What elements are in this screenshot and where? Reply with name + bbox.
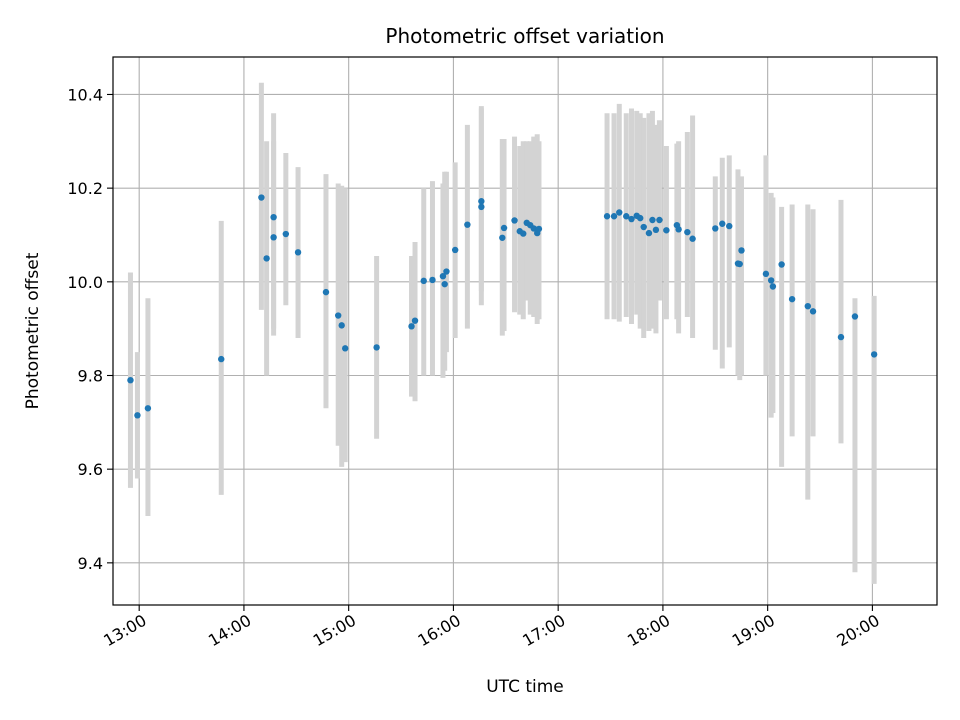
data-point [373,344,380,351]
data-point [870,351,878,358]
data-point [127,376,134,384]
data-point [675,226,682,233]
data-point [623,213,630,220]
data-point [499,234,506,241]
data-point [441,280,448,288]
data-point [478,198,485,205]
data-points [127,194,878,419]
data-point [649,216,656,224]
data-point [335,312,342,319]
data-point [640,223,647,231]
data-point [712,225,719,232]
data-point [736,260,743,268]
data-point [851,313,859,320]
data-point [443,268,450,275]
data-point [769,283,777,290]
y-tick-label: 9.4 [78,554,103,573]
data-point [603,213,611,220]
data-point [338,322,345,329]
data-point [535,225,543,233]
data-point [478,203,485,211]
data-point [270,213,277,221]
data-point [726,222,733,230]
data-point [500,224,508,232]
chart-title: Photometric offset variation [385,24,664,48]
data-point [738,247,745,254]
data-point [645,229,653,237]
data-point [804,302,812,310]
data-point [511,217,518,224]
data-point [520,230,527,237]
data-point [767,277,775,284]
data-point [408,323,415,330]
data-point [270,234,277,241]
data-point [411,317,419,324]
data-point [652,226,660,234]
grid-lines [113,57,937,605]
data-point [144,405,152,412]
data-point [341,345,349,352]
y-tick-label: 9.8 [78,366,103,385]
data-point [258,194,265,201]
data-point [778,261,785,268]
data-point [762,270,770,278]
y-axis-ticks: 9.4 9.6 9.8 10.0 10.2 10.4 [67,85,113,573]
data-point [656,216,663,224]
data-point [610,213,618,220]
data-point [616,209,623,216]
data-point [134,412,141,419]
x-axis-title: UTC time [486,677,564,697]
data-point [684,228,691,236]
data-point [719,220,726,227]
data-point [809,308,817,315]
data-point [628,215,635,223]
data-point [322,288,330,296]
data-point [689,235,696,242]
y-tick-label: 10.2 [67,179,103,198]
y-axis-title: Photometric offset [23,252,43,409]
data-point [788,295,796,303]
data-point [464,221,471,228]
y-tick-label: 10.0 [67,273,103,292]
data-point [837,333,845,341]
data-point [294,249,302,256]
data-point [282,230,290,238]
data-point [637,214,644,222]
data-point [218,355,225,363]
plot-frame [112,56,938,606]
data-point [663,227,670,234]
data-point [439,273,447,280]
data-point [451,246,459,254]
data-point [263,255,270,262]
y-tick-label: 9.6 [78,460,103,479]
data-point [420,277,427,285]
y-tick-label: 10.4 [67,85,103,104]
data-point [429,276,436,284]
data-point [530,225,537,232]
